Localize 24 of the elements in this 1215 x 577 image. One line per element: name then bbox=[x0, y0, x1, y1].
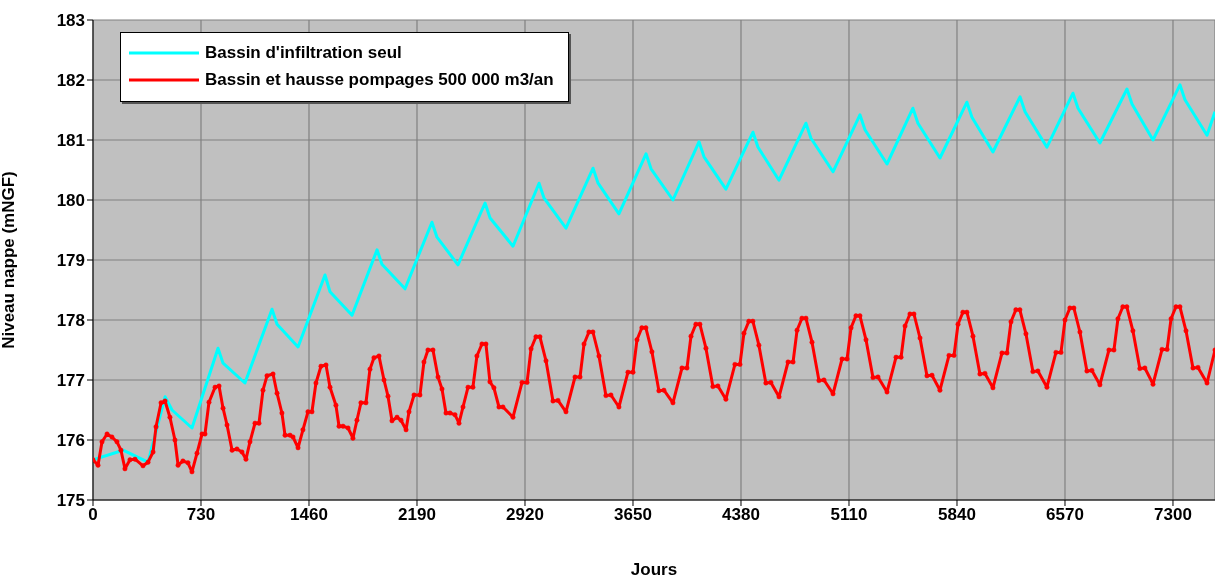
x-tick-label: 6570 bbox=[1046, 505, 1084, 525]
y-tick-label: 183 bbox=[56, 11, 85, 31]
x-tick-label: 2190 bbox=[398, 505, 436, 525]
y-tick-label: 176 bbox=[56, 431, 85, 451]
x-tick-label: 0 bbox=[88, 505, 98, 525]
legend-label: Bassin d'infiltration seul bbox=[205, 42, 402, 63]
x-tick-label: 5840 bbox=[938, 505, 976, 525]
y-tick-label: 178 bbox=[56, 311, 85, 331]
x-tick-label: 3650 bbox=[614, 505, 652, 525]
x-tick-label: 5110 bbox=[830, 505, 868, 525]
legend-label: Bassin et hausse pompages 500 000 m3/an bbox=[205, 69, 554, 90]
x-axis-title: Jours bbox=[630, 560, 678, 577]
x-tick-label: 4380 bbox=[722, 505, 760, 525]
y-tick-label: 181 bbox=[56, 131, 85, 151]
y-axis-title: Niveau nappe (mNGF) bbox=[0, 171, 19, 349]
y-tick-label: 177 bbox=[56, 371, 85, 391]
y-tick-label: 180 bbox=[56, 191, 85, 211]
y-tick-label: 182 bbox=[56, 71, 85, 91]
x-tick-label: 2920 bbox=[506, 505, 544, 525]
y-tick-label: 179 bbox=[56, 251, 85, 271]
x-tick-label: 730 bbox=[186, 505, 216, 525]
x-tick-label: 1460 bbox=[290, 505, 328, 525]
y-tick-label: 175 bbox=[56, 491, 85, 511]
x-tick-label: 7300 bbox=[1154, 505, 1192, 525]
